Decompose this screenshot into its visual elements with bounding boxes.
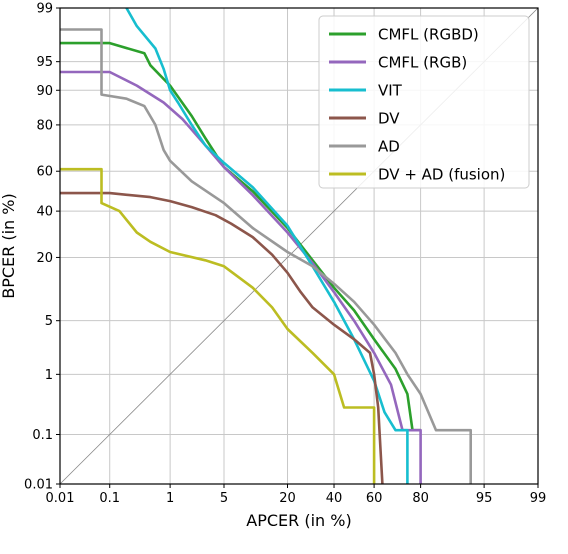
y-axis-label: BPCER (in %) [0, 193, 18, 298]
legend-label: AD [378, 138, 400, 156]
y-tick-label: 60 [36, 165, 53, 180]
x-tick-label: 80 [412, 491, 429, 506]
y-tick-label: 80 [36, 118, 53, 133]
y-tick-label: 0.01 [24, 478, 53, 493]
y-tick-label: 95 [36, 55, 53, 70]
series-line-cmfl-rgbd [60, 41, 421, 432]
y-tick-label: 20 [36, 251, 53, 266]
x-tick-label: 0.1 [99, 491, 120, 506]
x-tick-label: 99 [530, 491, 547, 506]
legend-label: VIT [378, 82, 403, 100]
y-axis-ticks: 0.01 0.1 1 5 20 40 60 80 90 95 99 [24, 2, 60, 493]
series-line-ad [60, 28, 472, 484]
y-tick-label: 5 [45, 314, 53, 329]
x-tick-label: 95 [476, 491, 493, 506]
x-tick-label: 5 [220, 491, 228, 506]
y-tick-label: 1 [45, 368, 53, 383]
legend-label: DV + AD (fusion) [378, 166, 505, 184]
y-tick-label: 90 [36, 84, 53, 99]
legend-label: CMFL (RGBD) [378, 26, 479, 44]
x-tick-label: 60 [366, 491, 383, 506]
y-tick-label: 40 [36, 205, 53, 220]
x-axis-ticks: 0.01 0.1 1 5 20 40 60 80 95 99 [46, 484, 547, 506]
legend: CMFL (RGBD) CMFL (RGB) VIT DV AD DV + AD (fus… [318, 15, 530, 189]
x-tick-label: 0.01 [46, 491, 75, 506]
x-tick-label: 1 [166, 491, 174, 506]
x-tick-label: 40 [326, 491, 343, 506]
plot-frame [59, 7, 539, 485]
legend-box [318, 15, 530, 189]
series-lines [60, 8, 472, 484]
series-line-dv-ad-fusion [60, 167, 376, 484]
x-tick-label: 20 [279, 491, 296, 506]
series-line-dv [60, 191, 384, 484]
legend-label: DV [378, 110, 400, 128]
legend-label: CMFL (RGB) [378, 54, 467, 72]
series-line-vit [125, 8, 409, 484]
series-line-cmfl-rgb [60, 70, 422, 484]
y-tick-label: 0.1 [32, 428, 53, 443]
y-tick-label: 99 [36, 2, 53, 17]
x-axis-label: APCER (in %) [246, 511, 351, 530]
